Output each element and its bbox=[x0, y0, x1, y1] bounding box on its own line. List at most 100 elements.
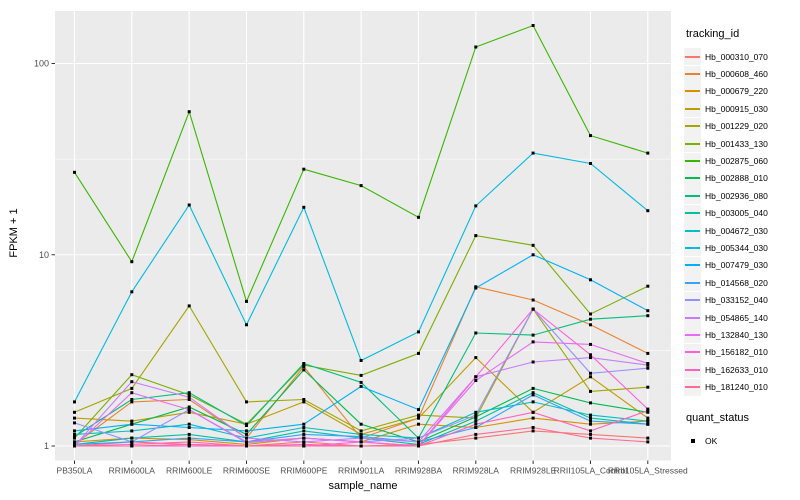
data-point[interactable] bbox=[302, 436, 306, 440]
data-point[interactable] bbox=[130, 290, 134, 294]
legend-entry-Hb_003005_040[interactable]: Hb_003005_040 bbox=[684, 204, 800, 222]
data-point[interactable] bbox=[531, 340, 535, 344]
legend-entry-Hb_014568_020[interactable]: Hb_014568_020 bbox=[684, 274, 800, 292]
data-point[interactable] bbox=[302, 205, 306, 209]
data-point[interactable] bbox=[187, 444, 191, 448]
data-point[interactable] bbox=[73, 410, 76, 414]
data-point[interactable] bbox=[531, 426, 535, 429]
data-point[interactable] bbox=[474, 413, 478, 417]
data-point[interactable] bbox=[589, 401, 592, 405]
data-point[interactable] bbox=[359, 380, 363, 384]
data-point[interactable] bbox=[73, 170, 76, 174]
data-point[interactable] bbox=[359, 359, 363, 362]
data-point[interactable] bbox=[589, 389, 592, 393]
data-point[interactable] bbox=[589, 413, 592, 417]
data-point[interactable] bbox=[417, 413, 420, 417]
data-point[interactable] bbox=[417, 422, 420, 426]
data-point[interactable] bbox=[417, 330, 420, 334]
legend-entry-Hb_000679_220[interactable]: Hb_000679_220 bbox=[684, 82, 800, 100]
data-point[interactable] bbox=[302, 363, 306, 367]
data-point[interactable] bbox=[359, 429, 363, 433]
data-point[interactable] bbox=[474, 436, 478, 440]
data-point[interactable] bbox=[245, 424, 248, 427]
data-point[interactable] bbox=[531, 416, 535, 420]
data-point[interactable] bbox=[417, 351, 420, 355]
data-point[interactable] bbox=[359, 432, 363, 436]
data-point[interactable] bbox=[187, 422, 191, 426]
legend-entry-Hb_181240_010[interactable]: Hb_181240_010 bbox=[684, 378, 800, 396]
data-point[interactable] bbox=[474, 286, 478, 290]
data-point[interactable] bbox=[474, 234, 478, 238]
data-point[interactable] bbox=[73, 400, 76, 404]
data-point[interactable] bbox=[589, 422, 592, 426]
legend-entry-Hb_132840_130[interactable]: Hb_132840_130 bbox=[684, 326, 800, 344]
data-point[interactable] bbox=[646, 362, 650, 365]
data-point[interactable] bbox=[359, 373, 363, 377]
data-point[interactable] bbox=[589, 429, 592, 433]
data-point[interactable] bbox=[130, 419, 134, 423]
data-point[interactable] bbox=[589, 436, 592, 440]
data-point[interactable] bbox=[187, 304, 191, 308]
data-point[interactable] bbox=[359, 436, 363, 440]
data-point[interactable] bbox=[187, 432, 191, 436]
data-point[interactable] bbox=[302, 422, 306, 426]
data-point[interactable] bbox=[589, 162, 592, 165]
data-point[interactable] bbox=[531, 253, 535, 257]
data-point[interactable] bbox=[302, 362, 306, 365]
data-point[interactable] bbox=[187, 391, 191, 395]
data-point[interactable] bbox=[474, 375, 478, 379]
data-point[interactable] bbox=[245, 432, 248, 436]
legend-entry-Hb_007479_030[interactable]: Hb_007479_030 bbox=[684, 256, 800, 274]
data-point[interactable] bbox=[531, 400, 535, 404]
data-point[interactable] bbox=[187, 442, 191, 446]
data-point[interactable] bbox=[417, 215, 420, 219]
data-point[interactable] bbox=[531, 307, 535, 311]
data-point[interactable] bbox=[589, 416, 592, 420]
data-point[interactable] bbox=[589, 278, 592, 282]
legend-entry-quant-ok[interactable]: OK bbox=[684, 432, 800, 449]
data-point[interactable] bbox=[245, 323, 248, 327]
data-point[interactable] bbox=[187, 110, 191, 114]
data-point[interactable] bbox=[245, 429, 248, 433]
data-point[interactable] bbox=[589, 134, 592, 138]
data-point[interactable] bbox=[646, 363, 650, 367]
data-point[interactable] bbox=[130, 380, 134, 384]
data-point[interactable] bbox=[646, 409, 650, 413]
data-point[interactable] bbox=[474, 432, 478, 436]
data-point[interactable] bbox=[474, 410, 478, 414]
data-point[interactable] bbox=[589, 312, 592, 316]
data-point[interactable] bbox=[474, 204, 478, 208]
data-point[interactable] bbox=[646, 440, 650, 444]
data-point[interactable] bbox=[359, 444, 363, 448]
data-point[interactable] bbox=[646, 385, 650, 389]
data-point[interactable] bbox=[646, 284, 650, 288]
data-point[interactable] bbox=[302, 426, 306, 429]
data-point[interactable] bbox=[417, 436, 420, 440]
legend-entry-Hb_156182_010[interactable]: Hb_156182_010 bbox=[684, 343, 800, 361]
data-point[interactable] bbox=[646, 407, 650, 411]
data-point[interactable] bbox=[589, 323, 592, 327]
legend-entry-Hb_162633_010[interactable]: Hb_162633_010 bbox=[684, 361, 800, 379]
data-point[interactable] bbox=[474, 426, 478, 429]
legend-entry-Hb_002936_080[interactable]: Hb_002936_080 bbox=[684, 187, 800, 205]
data-point[interactable] bbox=[646, 209, 650, 213]
data-point[interactable] bbox=[187, 393, 191, 397]
data-point[interactable] bbox=[531, 333, 535, 337]
data-point[interactable] bbox=[474, 415, 478, 419]
data-point[interactable] bbox=[187, 440, 191, 444]
data-point[interactable] bbox=[302, 398, 306, 401]
data-point[interactable] bbox=[417, 408, 420, 412]
data-point[interactable] bbox=[73, 429, 76, 433]
data-point[interactable] bbox=[187, 203, 191, 207]
data-point[interactable] bbox=[531, 360, 535, 364]
data-point[interactable] bbox=[245, 444, 248, 448]
legend-entry-Hb_000608_460[interactable]: Hb_000608_460 bbox=[684, 65, 800, 83]
data-point[interactable] bbox=[130, 436, 134, 440]
data-point[interactable] bbox=[245, 299, 248, 303]
data-point[interactable] bbox=[73, 442, 76, 446]
data-point[interactable] bbox=[359, 384, 363, 388]
data-point[interactable] bbox=[302, 400, 306, 404]
data-point[interactable] bbox=[187, 410, 191, 414]
data-point[interactable] bbox=[417, 444, 420, 448]
data-point[interactable] bbox=[531, 24, 535, 27]
